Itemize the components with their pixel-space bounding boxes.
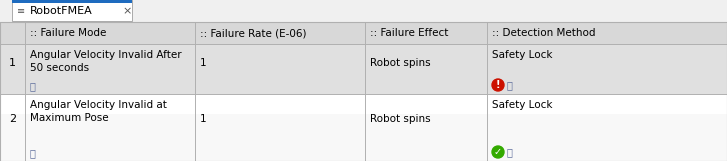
Text: Angular Velocity Invalid After
50 seconds: Angular Velocity Invalid After 50 second… xyxy=(30,50,182,73)
Text: Safety Lock: Safety Lock xyxy=(492,100,553,110)
Text: ⛓: ⛓ xyxy=(507,147,513,157)
Bar xyxy=(0,114,727,161)
Text: 1: 1 xyxy=(200,58,206,68)
Bar xyxy=(0,44,727,94)
Bar xyxy=(0,0,727,22)
Text: ⛓: ⛓ xyxy=(30,148,36,158)
Text: ×: × xyxy=(122,6,132,16)
Text: :: Failure Mode: :: Failure Mode xyxy=(30,28,106,38)
Bar xyxy=(0,22,727,161)
Text: !: ! xyxy=(496,80,500,90)
Bar xyxy=(0,22,727,161)
Text: :: Failure Rate (E-06): :: Failure Rate (E-06) xyxy=(200,28,307,38)
Bar xyxy=(12,0,132,3)
Text: RobotFMEA: RobotFMEA xyxy=(30,6,93,16)
Text: ≡: ≡ xyxy=(17,6,25,16)
Text: Robot spins: Robot spins xyxy=(370,114,430,124)
Bar xyxy=(0,22,727,44)
Text: Robot spins: Robot spins xyxy=(370,58,430,68)
Circle shape xyxy=(492,79,504,91)
Text: 2: 2 xyxy=(9,114,16,124)
Circle shape xyxy=(492,146,504,158)
Text: :: Detection Method: :: Detection Method xyxy=(492,28,595,38)
Text: Angular Velocity Invalid at
Maximum Pose: Angular Velocity Invalid at Maximum Pose xyxy=(30,100,167,123)
Text: ⛓: ⛓ xyxy=(507,80,513,90)
Text: ⛓: ⛓ xyxy=(30,81,36,91)
Text: :: Failure Effect: :: Failure Effect xyxy=(370,28,449,38)
Text: 1: 1 xyxy=(200,114,206,124)
Text: Safety Lock: Safety Lock xyxy=(492,50,553,60)
Text: ✓: ✓ xyxy=(494,147,502,157)
Bar xyxy=(12,0,132,21)
Text: 1: 1 xyxy=(9,58,16,68)
